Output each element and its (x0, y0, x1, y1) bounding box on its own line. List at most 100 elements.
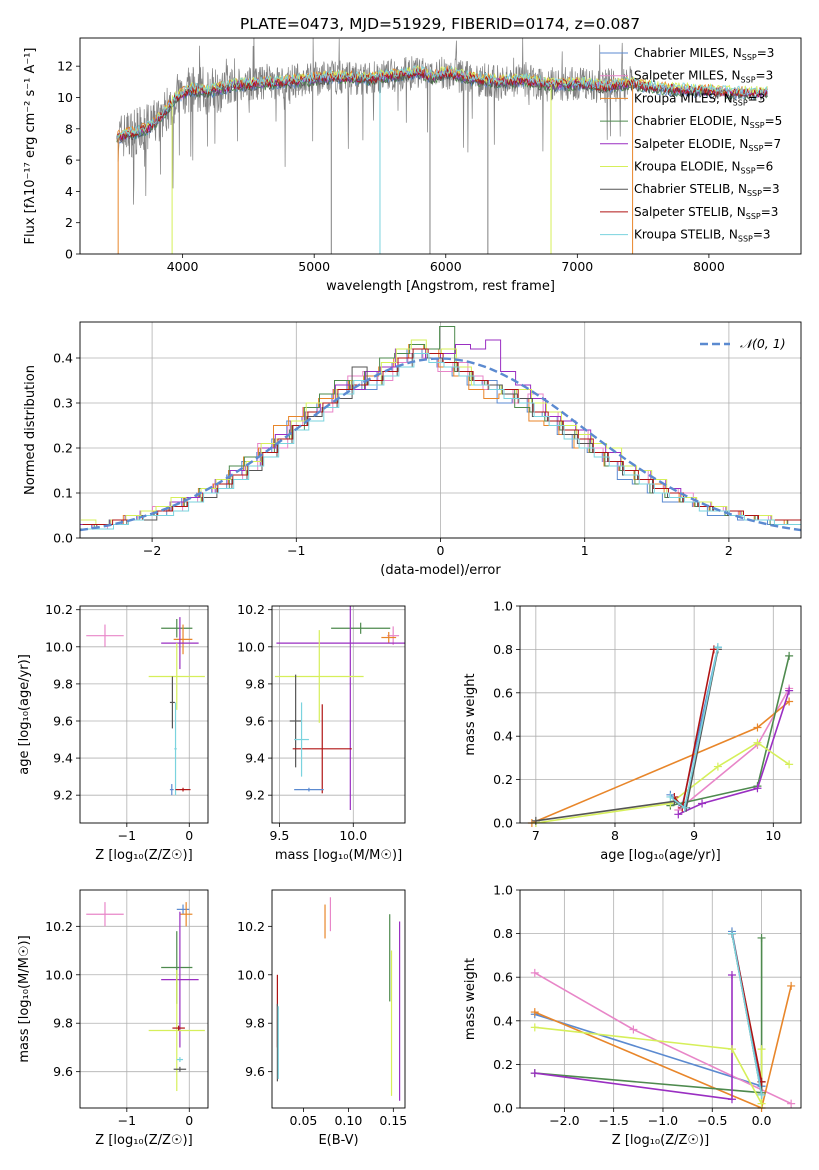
legend-count: =5 (765, 114, 783, 128)
weight-lines (527, 643, 794, 827)
x-tick-label: 5000 (298, 259, 330, 274)
legend-count: =3 (748, 91, 766, 105)
legend-subscript: SSP (741, 167, 756, 176)
legend-subscript: SSP (748, 144, 763, 153)
panel-mass-weight-vs-age: 7 8 9 10 0.0 0.2 0.4 0.6 0.8 1.0 age [log₁₀(age/yr… (463, 599, 802, 863)
x-axis-label: Z [log₁₀(Z/Z☉)] (612, 1133, 709, 1148)
x-axis-label: Z [log₁₀(Z/Z☉)] (95, 848, 192, 863)
y-axis-label: mass [log₁₀(M/M☉)] (17, 935, 32, 1062)
y-tick-label: 6 (65, 153, 73, 168)
legend-label: Kroupa ELODIE, NSSP=6 (634, 160, 773, 176)
y-tick-label: 9.8 (245, 676, 265, 691)
weight-marker (785, 686, 794, 695)
weight-marker (674, 810, 683, 819)
y-tick-label: 10.2 (45, 602, 73, 617)
y-axis-label: mass weight (463, 673, 478, 755)
x-tick-label: 1 (581, 543, 589, 558)
panel-age-vs-mass: 9.5 10.0 9.2 9.4 9.6 9.8 10.0 10.2 mass [log₁₀(M… (237, 602, 406, 863)
weight-marker (785, 697, 794, 706)
model-spectrum-line (116, 65, 768, 141)
panel-age-vs-metallicity: −1 0 9.2 9.4 9.6 9.8 10.0 10.2 Z [log₁₀(Z/Z☉)] ag… (17, 602, 209, 863)
weight-line (535, 649, 719, 822)
axes-frame (519, 605, 802, 824)
normal-curve (80, 357, 801, 532)
x-tick-label: 2 (725, 543, 733, 558)
y-tick-label: 9.6 (53, 1064, 73, 1079)
weight-line (677, 690, 790, 816)
x-tick-label: 6000 (430, 259, 462, 274)
weight-marker (698, 799, 707, 808)
y-tick-label: 0.6 (493, 970, 513, 985)
weight-marker (757, 1090, 766, 1099)
weight-marker (680, 803, 689, 812)
legend-label: Salpeter STELIB, NSSP=3 (634, 205, 778, 221)
weight-marker (785, 651, 794, 660)
legend-label: Chabrier ELODIE, NSSP=5 (634, 114, 782, 130)
weight-marker (531, 816, 540, 825)
y-tick-label: 10.0 (237, 639, 265, 654)
panel-mass-weight-vs-metallicity: −2.0 −1.5 −1.0 −0.5 0.0 0.0 0.2 0.4 0.6 0.8 1.0 Z [… (463, 883, 802, 1148)
y-tick-label: 9.6 (53, 713, 73, 728)
y-tick-label: 9.2 (53, 788, 73, 803)
y-tick-label: 9.2 (245, 788, 265, 803)
y-tick-label: 1.0 (493, 599, 513, 614)
y-tick-label: 8 (65, 121, 73, 136)
y-tick-label: 9.6 (245, 1064, 265, 1079)
weight-line (535, 741, 790, 824)
axes-frame (79, 37, 802, 255)
weight-marker (727, 1045, 736, 1054)
weight-marker (757, 1045, 766, 1054)
y-tick-label: 0.2 (493, 772, 513, 787)
x-tick-label: −0.5 (697, 1113, 727, 1128)
legend-label: 𝒩(0, 1) (740, 336, 786, 351)
weight-line (731, 933, 763, 1096)
legend-label: Kroupa MILES, NSSP=3 (634, 91, 765, 107)
y-tick-label: 10.2 (45, 919, 73, 934)
y-tick-label: 10.0 (45, 639, 73, 654)
x-tick-label: 4000 (167, 259, 199, 274)
page-title: PLATE=0473, MJD=51929, FIBERID=0174, z=0… (240, 15, 640, 33)
x-tick-label: −1 (118, 1113, 136, 1128)
model-spectrum-line (116, 64, 768, 139)
spectrum-lines (116, 38, 768, 254)
legend-count: =7 (763, 137, 781, 151)
legend-label: Kroupa STELIB, NSSP=3 (634, 228, 771, 244)
legend-label: Salpeter MILES, NSSP=3 (634, 69, 773, 85)
legend-label: Chabrier STELIB, NSSP=3 (634, 182, 780, 198)
axes-frame (79, 605, 209, 824)
y-axis-label: Flux [fλ10⁻¹⁷ erg cm⁻² s⁻¹ A⁻¹] (23, 48, 38, 245)
legend-subscript: SSP (741, 76, 756, 85)
legend-label: Chabrier MILES, NSSP=3 (634, 46, 774, 62)
y-tick-label: 9.4 (245, 751, 265, 766)
x-tick-label: −1.0 (648, 1113, 678, 1128)
y-tick-label: 0.4 (53, 351, 73, 366)
y-tick-label: 9.8 (245, 1016, 265, 1031)
weight-marker (727, 1095, 736, 1104)
x-axis-label: Z [log₁₀(Z/Z☉)] (95, 1133, 192, 1148)
y-tick-label: 10.2 (237, 919, 265, 934)
weight-marker (530, 968, 539, 977)
legend-count: =3 (757, 46, 775, 60)
legend-count: =3 (761, 205, 779, 219)
legend-subscript: SSP (746, 212, 761, 221)
x-tick-label: −1.5 (598, 1113, 628, 1128)
y-tick-label: 9.8 (53, 676, 73, 691)
weight-marker (727, 971, 736, 980)
x-tick-label: −2.0 (549, 1113, 579, 1128)
x-axis-label: mass [log₁₀(M/M☉)] (275, 848, 402, 863)
x-tick-label: −1 (118, 828, 136, 843)
weight-marker (753, 723, 762, 732)
x-tick-label: 9 (690, 828, 698, 843)
weight-line (534, 1026, 763, 1104)
legend-subscript: SSP (738, 235, 753, 244)
x-tick-label: 0.0 (752, 1113, 772, 1128)
legend-subscript: SSP (747, 189, 762, 198)
x-tick-label: 0 (185, 1113, 193, 1128)
axes-frame (519, 889, 802, 1109)
weight-marker (785, 760, 794, 769)
x-tick-label: 0.15 (379, 1113, 407, 1128)
x-tick-label: 0 (185, 828, 193, 843)
axes-frame (271, 605, 406, 824)
x-tick-label: −1 (287, 543, 305, 558)
panel-mass-vs-extinction: 0.05 0.10 0.15 9.6 9.8 10.0 10.2 E(B-V) (237, 889, 407, 1148)
